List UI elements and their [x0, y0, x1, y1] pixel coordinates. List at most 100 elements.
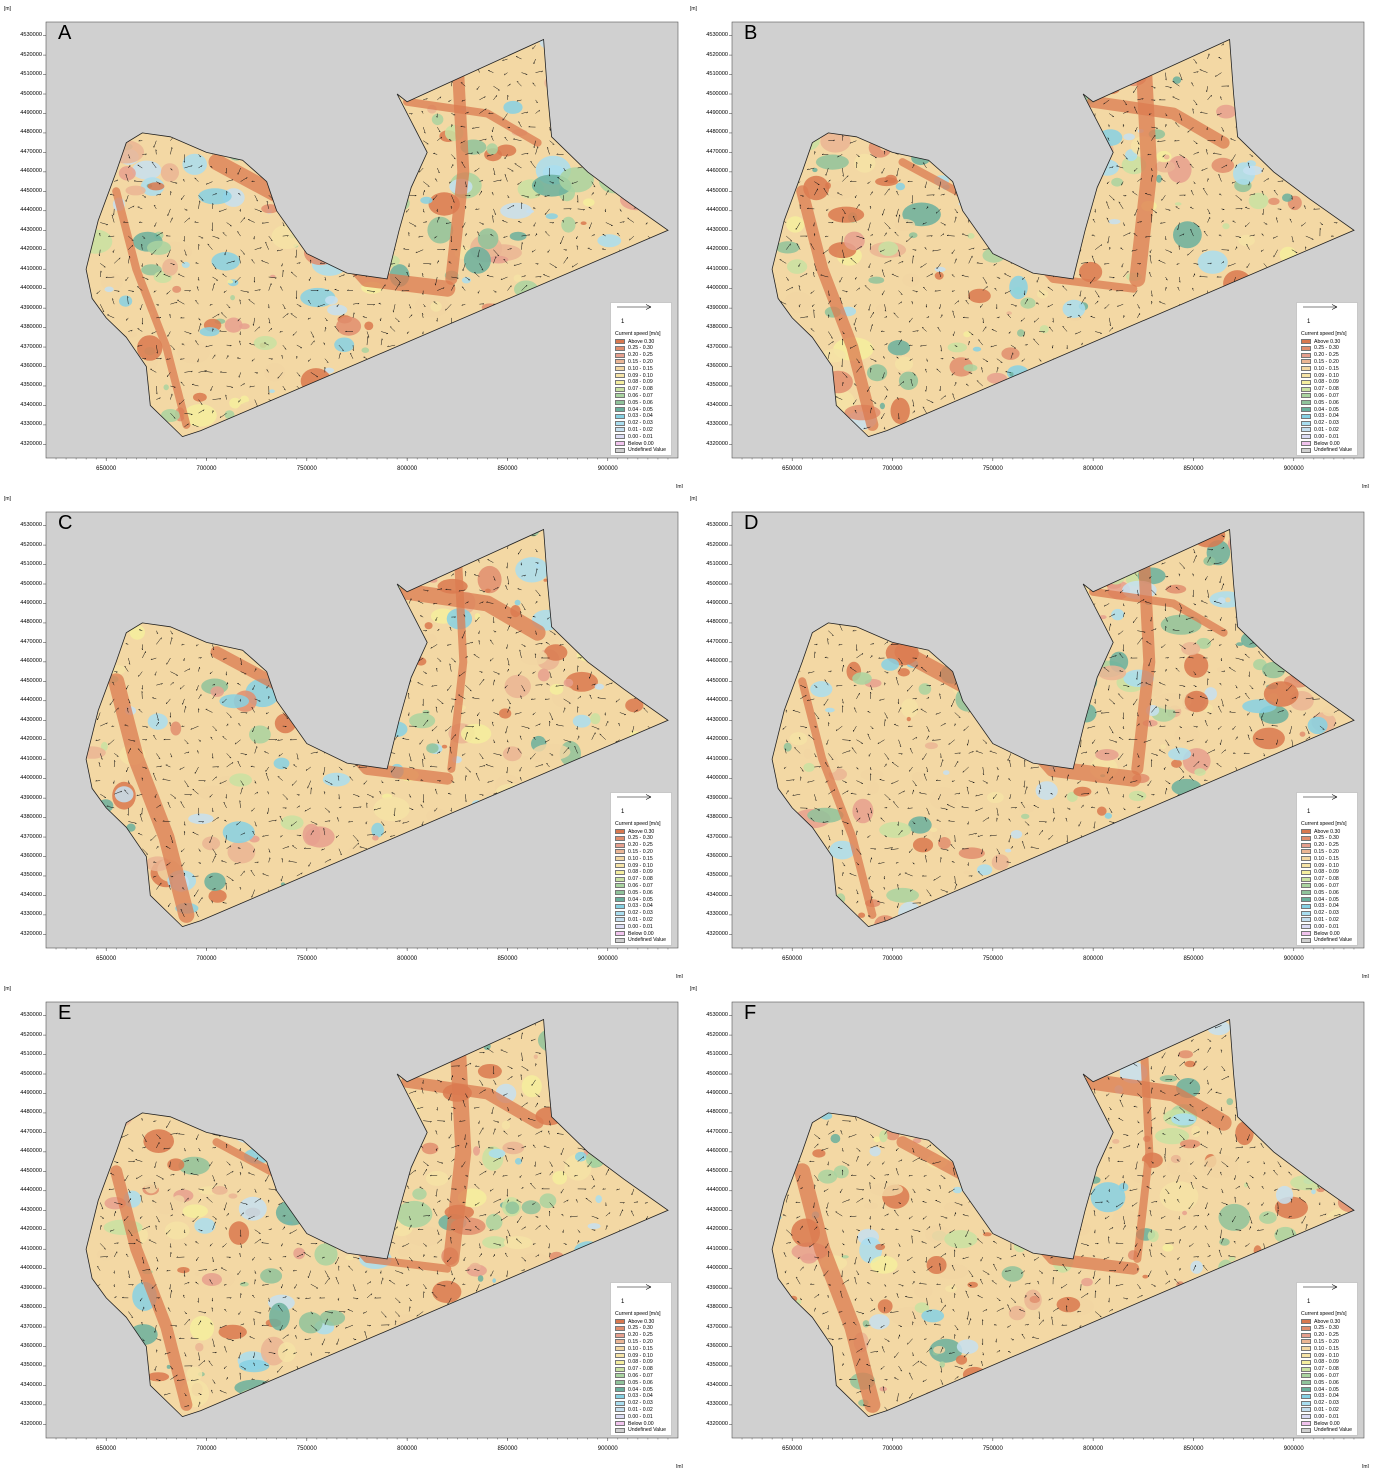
y-tick-label: 4460000 — [706, 1148, 728, 1155]
y-tick-label: 4520000 — [20, 51, 42, 58]
y-tick-label: 4480000 — [20, 619, 42, 626]
legend-swatch — [615, 897, 625, 902]
legend-label: 0.01 - 0.02 — [628, 916, 653, 923]
legend-entry: 0.03 - 0.04 — [615, 413, 653, 420]
legend-label: 0.20 - 0.25 — [628, 1332, 653, 1339]
legend-label: 0.07 - 0.08 — [628, 1366, 653, 1373]
legend-swatch — [615, 876, 625, 882]
x-tick-label: 700000 — [196, 466, 217, 472]
legend-label: 0.03 - 0.04 — [1314, 1393, 1339, 1400]
legend-swatch — [615, 359, 625, 365]
y-tick-label: 4430000 — [706, 716, 728, 723]
legend-swatch — [615, 1393, 625, 1399]
y-axis-unit: [m] — [4, 496, 11, 502]
legend-swatch — [1301, 937, 1311, 943]
y-tick-label: 4440000 — [20, 697, 42, 704]
y-tick-label: 4340000 — [20, 1381, 42, 1388]
y-tick-label: 4420000 — [706, 246, 728, 253]
y-tick-label: 4440000 — [706, 1187, 728, 1194]
legend-entry: 0.07 - 0.08 — [615, 386, 653, 393]
legend-label: 0.07 - 0.08 — [1314, 1366, 1339, 1373]
legend-swatch — [1301, 1427, 1311, 1433]
y-tick-label: 4430000 — [706, 1206, 728, 1213]
legend-entry: 0.08 - 0.09 — [615, 1359, 653, 1366]
scale-arrow-icon — [1303, 794, 1338, 800]
legend-entry: 0.15 - 0.20 — [615, 848, 653, 855]
current-speed-map — [729, 1001, 1365, 1441]
legend-swatch — [1301, 400, 1311, 406]
legend-swatch — [615, 1387, 625, 1392]
legend-label: 0.04 - 0.05 — [1314, 406, 1339, 413]
y-tick-label: 4370000 — [20, 833, 42, 840]
legend-entry: 0.20 - 0.25 — [615, 352, 653, 359]
y-tick-label: 4340000 — [20, 401, 42, 408]
y-tick-label: 4430000 — [20, 716, 42, 723]
legend-label: 0.05 - 0.06 — [1314, 399, 1339, 406]
scale-value: 1 — [1307, 1299, 1311, 1305]
x-tick-label: 750000 — [296, 956, 317, 962]
y-tick-label: 4360000 — [20, 1343, 42, 1350]
legend-swatch — [1301, 352, 1311, 358]
legend-swatch — [615, 1346, 625, 1352]
y-tick-label: 4320000 — [20, 930, 42, 937]
x-tick-label: 900000 — [1283, 466, 1304, 472]
legend-entry: Below 0.00 — [1301, 1420, 1340, 1427]
y-tick-label: 4400000 — [706, 285, 728, 292]
legend-entry: 0.03 - 0.04 — [615, 1393, 653, 1400]
legend-entry: 0.25 - 0.30 — [1301, 345, 1339, 352]
x-axis-unit: [m] — [1362, 484, 1369, 488]
legend-entry: 0.10 - 0.15 — [1301, 1345, 1339, 1352]
legend-label: 0.09 - 0.10 — [1314, 1352, 1339, 1359]
y-tick-label: 4520000 — [706, 541, 728, 548]
y-tick-label: 4330000 — [20, 1401, 42, 1408]
legend-swatch — [615, 924, 625, 930]
legend-swatch — [1301, 863, 1311, 868]
legend-entry: 0.05 - 0.06 — [615, 399, 653, 406]
map-legend: 1 Current speed [m/s] Above 0.30 0.25 - 0.3… — [610, 792, 672, 946]
legend-swatch — [1301, 407, 1311, 412]
y-tick-label: 4390000 — [20, 304, 42, 311]
legend-swatch — [1301, 366, 1311, 372]
y-tick-label: 4500000 — [706, 580, 728, 587]
x-tick-label: 750000 — [982, 466, 1003, 472]
x-tick-label: 750000 — [296, 466, 317, 472]
legend-swatch — [1301, 427, 1311, 433]
y-tick-label: 4450000 — [20, 677, 42, 684]
legend-swatch — [1301, 1325, 1311, 1331]
legend-swatch — [1301, 1339, 1311, 1345]
legend-swatch — [1301, 883, 1311, 889]
legend-swatch — [1301, 1353, 1311, 1358]
legend-entry: 0.15 - 0.20 — [615, 1338, 653, 1345]
y-tick-label: 4450000 — [706, 1167, 728, 1174]
legend-entry: Below 0.00 — [615, 930, 654, 937]
y-tick-label: 4490000 — [20, 109, 42, 116]
legend-label: 0.02 - 0.03 — [1314, 1400, 1339, 1407]
x-axis-unit: [m] — [1362, 974, 1369, 978]
legend-swatch — [1301, 434, 1311, 440]
map-legend: 1 Current speed [m/s] Above 0.30 0.25 - 0.3… — [610, 302, 672, 456]
y-tick-label: 4520000 — [20, 1031, 42, 1038]
current-speed-map — [43, 1001, 679, 1441]
y-tick-label: 4510000 — [20, 71, 42, 78]
legend-entry: 0.01 - 0.02 — [1301, 426, 1339, 433]
legend-swatch — [615, 1373, 625, 1379]
legend-swatch — [1301, 931, 1311, 936]
legend-entry: 0.09 - 0.10 — [615, 372, 653, 379]
y-tick-label: 4340000 — [706, 891, 728, 898]
legend-entry: 0.08 - 0.09 — [615, 379, 653, 386]
y-tick-label: 4420000 — [20, 736, 42, 743]
y-tick-label: 4420000 — [20, 1226, 42, 1233]
legend-swatch — [615, 393, 625, 399]
legend-entry: 0.03 - 0.04 — [1301, 413, 1339, 420]
y-tick-label: 4450000 — [20, 187, 42, 194]
legend-label: 0.05 - 0.06 — [628, 1379, 653, 1386]
legend-swatch — [1301, 441, 1311, 446]
legend-label: Below 0.00 — [1314, 930, 1340, 937]
x-tick-label: 650000 — [96, 466, 117, 472]
legend-swatch — [615, 352, 625, 358]
legend-entry: 0.20 - 0.25 — [1301, 1332, 1339, 1339]
scale-value: 1 — [1307, 809, 1311, 815]
x-tick-label: 850000 — [1183, 1446, 1204, 1452]
legend-entry: 0.07 - 0.08 — [615, 876, 653, 883]
y-tick-label: 4450000 — [706, 677, 728, 684]
